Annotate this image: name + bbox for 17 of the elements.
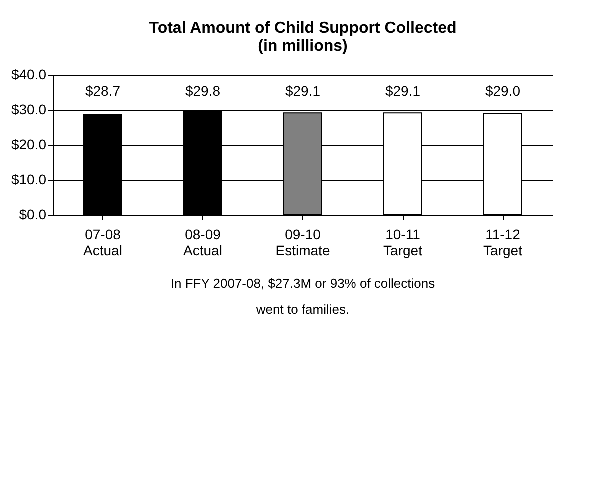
- y-tick-label: $20.0: [11, 136, 47, 152]
- x-tick-label: 07-08 Actual: [84, 226, 122, 258]
- y-tick-label: $10.0: [11, 172, 47, 188]
- x-tick-label: 09-10 Estimate: [276, 226, 330, 258]
- y-tick-label: $0.0: [19, 206, 47, 222]
- data-label: $29.1: [385, 83, 421, 99]
- y-tick-label: $30.0: [11, 102, 47, 118]
- x-tick-label: 10-11 Target: [384, 226, 423, 258]
- text: In FFY 2007-08, $27.3M or 93% of collections went to families.: [170, 276, 436, 317]
- x-tick-label: 08-09 Actual: [184, 226, 222, 258]
- data-label: $29.1: [285, 83, 321, 99]
- data-label: $28.7: [85, 83, 121, 99]
- chart-title: Total Amount of Child Support Collected (in millions): [149, 20, 457, 55]
- y-tick-label: $40.0: [11, 66, 47, 82]
- data-label: $29.8: [185, 83, 221, 99]
- data-label: $29.0: [485, 83, 521, 99]
- x-tick-label: 11-12 Target: [484, 226, 523, 258]
